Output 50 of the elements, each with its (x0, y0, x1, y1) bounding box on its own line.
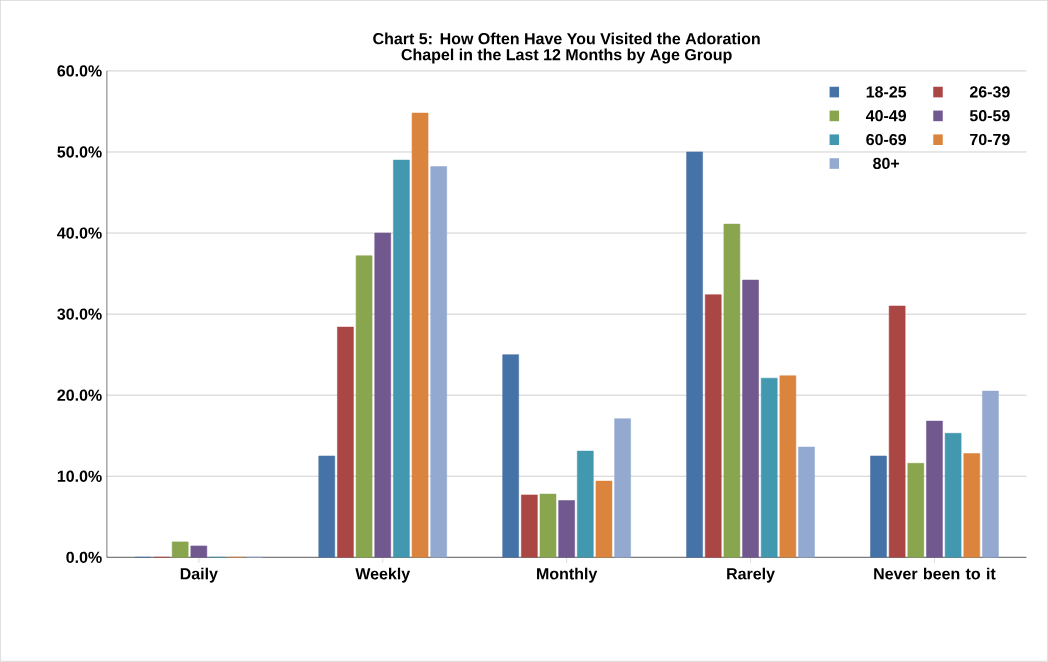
bar (870, 455, 887, 558)
bar (779, 375, 797, 558)
bar (411, 113, 429, 558)
bar (926, 421, 943, 558)
x-tick-label: Rarely (727, 567, 775, 583)
legend-label: 80+ (873, 157, 900, 170)
bar (944, 433, 962, 558)
bar (374, 233, 392, 558)
y-tick-label: 60.0% (57, 65, 102, 77)
legend-label: 40-49 (865, 110, 906, 122)
legend-label: 26-39 (969, 86, 1010, 98)
bar (760, 378, 778, 558)
x-tick-label: Weekly (355, 567, 411, 583)
bar (355, 255, 373, 558)
y-tick-label: 30.0% (57, 308, 102, 321)
x-tick-label: Never been to it (874, 567, 996, 580)
bar (337, 327, 354, 558)
bar (704, 294, 722, 558)
bar (723, 224, 741, 558)
bar (907, 463, 925, 558)
bar (521, 494, 538, 558)
bar (318, 455, 336, 558)
bar (502, 354, 519, 558)
bar (742, 280, 759, 558)
bar (798, 447, 815, 558)
x-tick-label: Daily (180, 567, 218, 583)
legend-label: 18-25 (866, 86, 907, 98)
chart-title: Chart 5: How Often Have You Visited the Adoration Chapel in the Last 12 Months by Age Group (373, 32, 760, 64)
bar (686, 151, 703, 558)
bar (393, 160, 410, 558)
y-tick-label: 40.0% (57, 227, 102, 239)
bar (595, 481, 613, 558)
y-tick-label: 10.0% (57, 470, 102, 483)
y-tick-label: 0.0% (66, 551, 102, 564)
legend-label: 60-69 (866, 134, 906, 146)
bar (577, 451, 594, 558)
y-tick-label: 50.0% (57, 146, 102, 158)
bar (171, 541, 189, 558)
bar (558, 500, 575, 558)
bar (190, 545, 208, 558)
x-tick-label: Monthly (537, 567, 598, 583)
bar (539, 494, 557, 558)
legend-label: 70-79 (970, 134, 1010, 146)
legend-label: 50-59 (969, 110, 1010, 122)
bar (888, 305, 906, 558)
bar (614, 418, 631, 558)
bar (963, 453, 981, 558)
bar (982, 391, 999, 558)
bar (430, 166, 447, 558)
y-tick-label: 20.0% (57, 389, 102, 402)
